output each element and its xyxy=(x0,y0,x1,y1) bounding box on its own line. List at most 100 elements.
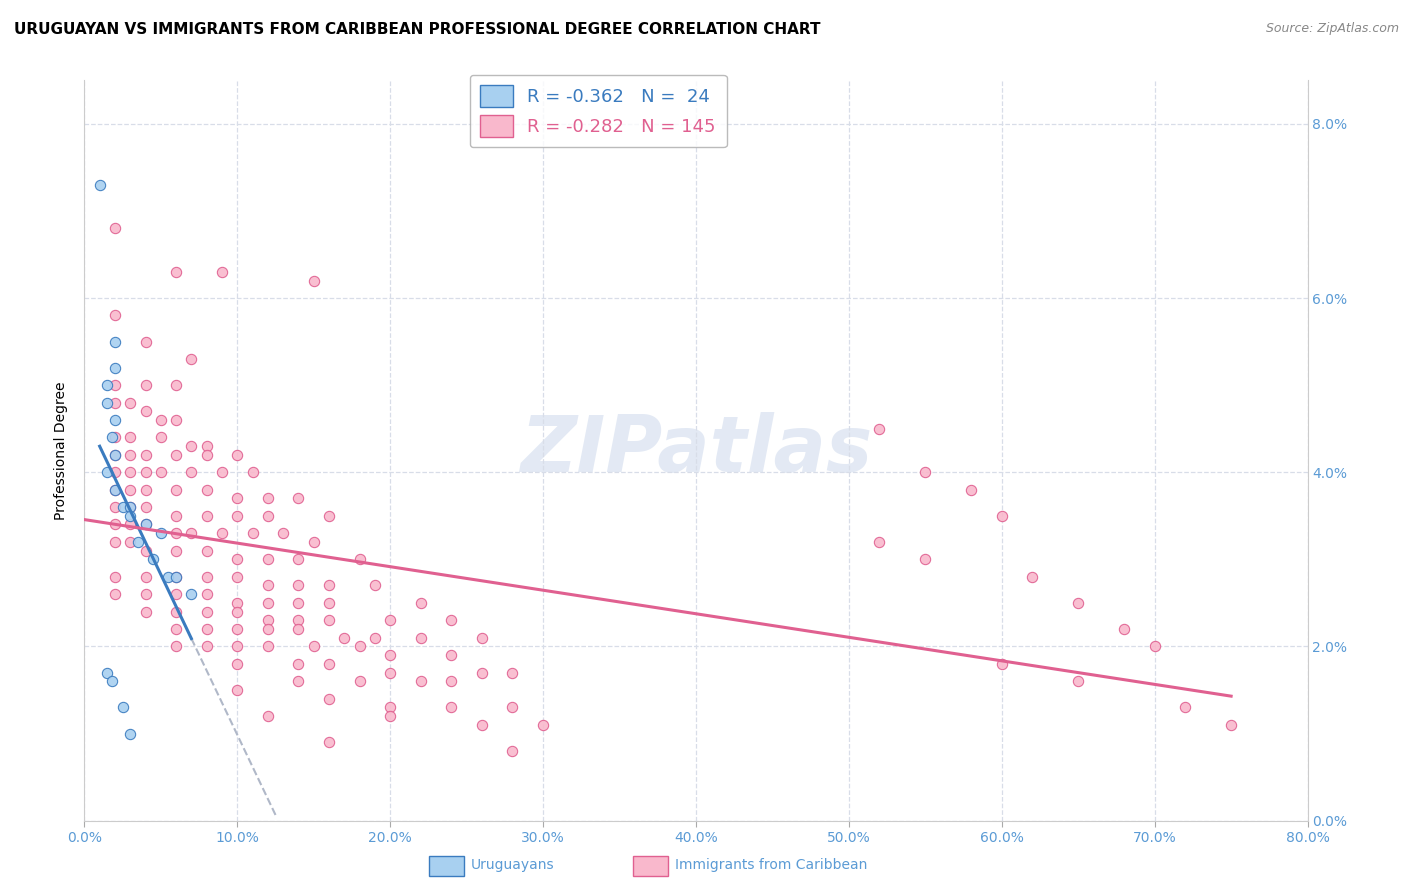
Point xyxy=(104,517,127,532)
Point xyxy=(226,605,249,619)
Point xyxy=(1067,674,1090,689)
Point xyxy=(165,483,187,497)
Point xyxy=(318,691,340,706)
Point xyxy=(104,413,127,427)
Point xyxy=(120,465,142,479)
Point xyxy=(409,631,432,645)
Text: URUGUAYAN VS IMMIGRANTS FROM CARIBBEAN PROFESSIONAL DEGREE CORRELATION CHART: URUGUAYAN VS IMMIGRANTS FROM CARIBBEAN P… xyxy=(14,22,821,37)
Point xyxy=(96,465,118,479)
Point xyxy=(104,483,127,497)
Point xyxy=(135,543,157,558)
Point xyxy=(135,517,157,532)
Point xyxy=(440,674,463,689)
Point xyxy=(257,640,280,654)
Point xyxy=(1021,570,1043,584)
Point xyxy=(165,570,187,584)
Point xyxy=(471,718,494,732)
Point xyxy=(226,552,249,566)
Point xyxy=(226,448,249,462)
Point xyxy=(364,578,387,592)
Point xyxy=(991,508,1014,523)
Point xyxy=(380,665,402,680)
Point xyxy=(195,587,218,601)
Point xyxy=(380,700,402,714)
Point xyxy=(165,413,187,427)
Point xyxy=(111,500,134,514)
Point xyxy=(287,657,309,671)
Point xyxy=(135,448,157,462)
Point xyxy=(104,448,127,462)
Point xyxy=(287,596,309,610)
Point xyxy=(257,508,280,523)
Point xyxy=(104,500,127,514)
Point xyxy=(318,657,340,671)
Point xyxy=(211,526,233,541)
Legend: R = -0.362   N =  24, R = -0.282   N = 145: R = -0.362 N = 24, R = -0.282 N = 145 xyxy=(470,75,727,147)
Point xyxy=(180,526,202,541)
Point xyxy=(380,613,402,627)
Point xyxy=(531,718,554,732)
Point xyxy=(226,640,249,654)
Point xyxy=(165,378,187,392)
FancyBboxPatch shape xyxy=(633,856,668,876)
Point xyxy=(440,700,463,714)
Point xyxy=(302,640,325,654)
Point xyxy=(318,596,340,610)
Point xyxy=(135,404,157,418)
Point xyxy=(101,430,124,444)
Point xyxy=(226,657,249,671)
FancyBboxPatch shape xyxy=(429,856,464,876)
Point xyxy=(914,552,936,566)
Point xyxy=(287,491,309,506)
Point xyxy=(104,334,127,349)
Point xyxy=(165,543,187,558)
Point xyxy=(349,674,371,689)
Point xyxy=(104,448,127,462)
Point xyxy=(101,674,124,689)
Point xyxy=(302,535,325,549)
Point xyxy=(165,622,187,636)
Point xyxy=(120,430,142,444)
Point xyxy=(149,430,172,444)
Point xyxy=(318,508,340,523)
Point xyxy=(349,552,371,566)
Point xyxy=(135,465,157,479)
Text: Immigrants from Caribbean: Immigrants from Caribbean xyxy=(675,858,868,872)
Point xyxy=(120,500,142,514)
Point xyxy=(195,483,218,497)
Point xyxy=(226,622,249,636)
Point xyxy=(318,735,340,749)
Point xyxy=(257,613,280,627)
Point xyxy=(180,587,202,601)
Point xyxy=(1067,596,1090,610)
Point xyxy=(104,570,127,584)
Point xyxy=(257,578,280,592)
Point xyxy=(287,674,309,689)
Point xyxy=(142,552,165,566)
Point xyxy=(165,640,187,654)
Point xyxy=(409,674,432,689)
Point xyxy=(318,613,340,627)
Point xyxy=(226,570,249,584)
Point xyxy=(195,508,218,523)
Point xyxy=(157,570,180,584)
Point xyxy=(120,448,142,462)
Point xyxy=(257,622,280,636)
Point xyxy=(471,631,494,645)
Point xyxy=(104,430,127,444)
Point xyxy=(318,578,340,592)
Point xyxy=(135,378,157,392)
Point xyxy=(165,526,187,541)
Point xyxy=(104,221,127,235)
Point xyxy=(104,309,127,323)
Point xyxy=(104,360,127,375)
Point xyxy=(333,631,356,645)
Point xyxy=(302,274,325,288)
Point xyxy=(257,552,280,566)
Point xyxy=(120,483,142,497)
Point xyxy=(135,587,157,601)
Point xyxy=(180,465,202,479)
Point xyxy=(149,526,172,541)
Point xyxy=(257,596,280,610)
Point xyxy=(165,265,187,279)
